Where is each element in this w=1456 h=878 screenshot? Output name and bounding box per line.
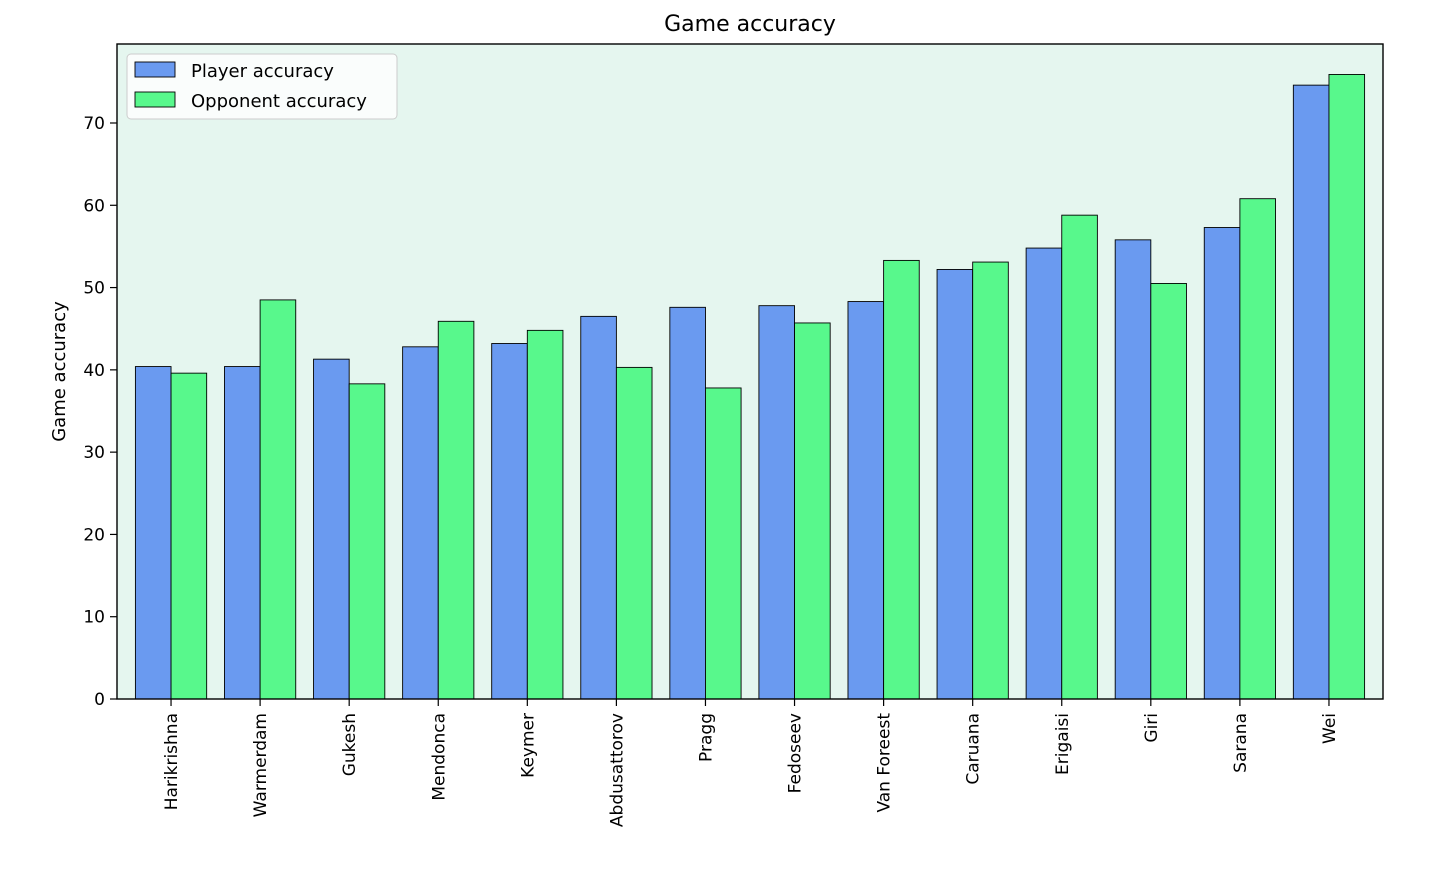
y-tick-label: 10 — [83, 608, 105, 628]
x-tick-label: Warmerdam — [251, 713, 271, 817]
bars-layer — [134, 73, 1366, 700]
player-accuracy-bar — [758, 305, 795, 700]
y-tick-label: 60 — [83, 196, 105, 216]
y-tick-label: 40 — [83, 361, 105, 381]
plot-frame — [116, 43, 1384, 700]
y-tick-label: 70 — [83, 114, 105, 134]
legend-entry-label: Player accuracy — [191, 61, 334, 82]
opponent-accuracy-bar — [615, 366, 653, 700]
y-tick-label: 50 — [83, 279, 105, 299]
x-tick-label: Sarana — [1231, 713, 1251, 773]
opponent-accuracy-bar — [437, 320, 475, 700]
opponent-accuracy-bar — [348, 383, 386, 700]
opponent-accuracy-bar — [972, 261, 1009, 700]
chart-title: Game accuracy — [664, 12, 836, 37]
legend-swatch — [134, 61, 176, 78]
player-accuracy-bar — [936, 269, 974, 700]
x-tick-label: Gukesh — [340, 713, 360, 776]
x-tick-label: Abdusattorov — [607, 713, 627, 827]
opponent-accuracy-bar — [526, 329, 564, 700]
opponent-accuracy-bar — [1239, 198, 1276, 700]
opponent-accuracy-bar — [170, 372, 208, 700]
x-tick-label: Erigaisi — [1053, 713, 1073, 775]
y-axis: 0 10 20 30 40 50 60 70 — [83, 114, 117, 710]
plot-background — [117, 44, 1383, 699]
y-tick-label: 30 — [83, 443, 105, 463]
y-tick-label: 20 — [83, 525, 105, 545]
legend: Player accuracy Opponent accuracy — [126, 53, 398, 120]
opponent-accuracy-bar — [1328, 73, 1366, 700]
player-accuracy-bar — [1025, 247, 1063, 700]
legend-entry-label: Opponent accuracy — [191, 91, 367, 112]
y-tick-label: 0 — [94, 690, 105, 710]
player-accuracy-bar — [1292, 84, 1330, 700]
player-accuracy-bar — [847, 301, 885, 700]
x-tick-label: Van Foreest — [875, 713, 895, 813]
opponent-accuracy-bar — [705, 387, 742, 700]
opponent-accuracy-bar — [1061, 214, 1098, 700]
opponent-accuracy-bar — [1150, 283, 1187, 700]
x-tick-label: Caruana — [964, 713, 984, 785]
player-accuracy-bar — [313, 358, 350, 700]
x-tick-label: Pragg — [696, 713, 716, 762]
opponent-accuracy-bar — [259, 299, 297, 700]
x-tick-label: Keymer — [518, 713, 538, 778]
x-tick-label: Giri — [1142, 713, 1162, 743]
player-accuracy-bar — [1203, 227, 1241, 700]
player-accuracy-bar — [491, 343, 528, 700]
opponent-accuracy-bar — [794, 322, 831, 700]
legend-swatch — [134, 91, 176, 108]
x-tick-label: Mendonca — [429, 713, 449, 801]
player-accuracy-bar — [669, 306, 706, 700]
legend-box — [126, 53, 398, 120]
y-axis-label: Game accuracy — [49, 301, 70, 442]
opponent-accuracy-bar — [883, 259, 920, 700]
x-tick-label: Harikrishna — [162, 713, 182, 810]
player-accuracy-bar — [134, 366, 172, 700]
x-tick-label: Fedoseev — [786, 713, 806, 793]
x-tick-label: Wei — [1320, 713, 1340, 744]
player-accuracy-bar — [580, 315, 617, 700]
player-accuracy-bar — [1114, 239, 1152, 700]
player-accuracy-bar — [402, 346, 439, 700]
x-axis: Harikrishna Warmerdam Gukesh Mendonca Keymer… — [162, 699, 1340, 827]
player-accuracy-bar — [224, 366, 261, 700]
